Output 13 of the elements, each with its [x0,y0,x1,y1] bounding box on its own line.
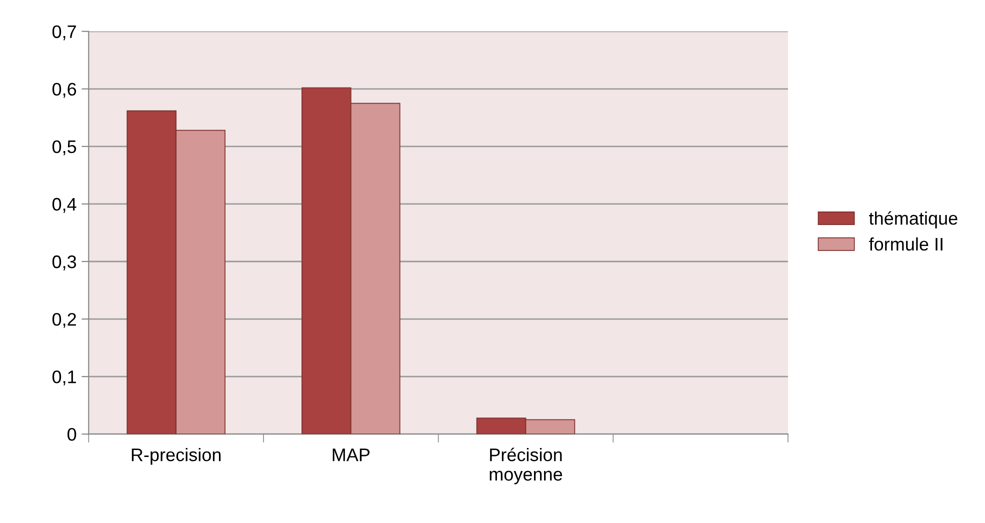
x-tick-label: R-precision [132,448,221,465]
y-tick-label: 0,4 [52,198,76,213]
y-tick-label: 0,2 [52,312,76,328]
legend-label: thématique [869,211,958,228]
y-tick-label: 0 [68,428,76,441]
y-tick-label: 0,3 [52,255,76,270]
x-tick-label: MAP [332,448,370,462]
y-tick-label: 0,5 [52,140,76,156]
x-tick-label: Précision moyenne [490,448,562,484]
y-tick-label: 0,1 [52,370,76,386]
legend-label: formule II [869,237,942,251]
y-tick-label: 0,6 [52,82,76,98]
y-tick-label: 0,7 [52,25,76,40]
